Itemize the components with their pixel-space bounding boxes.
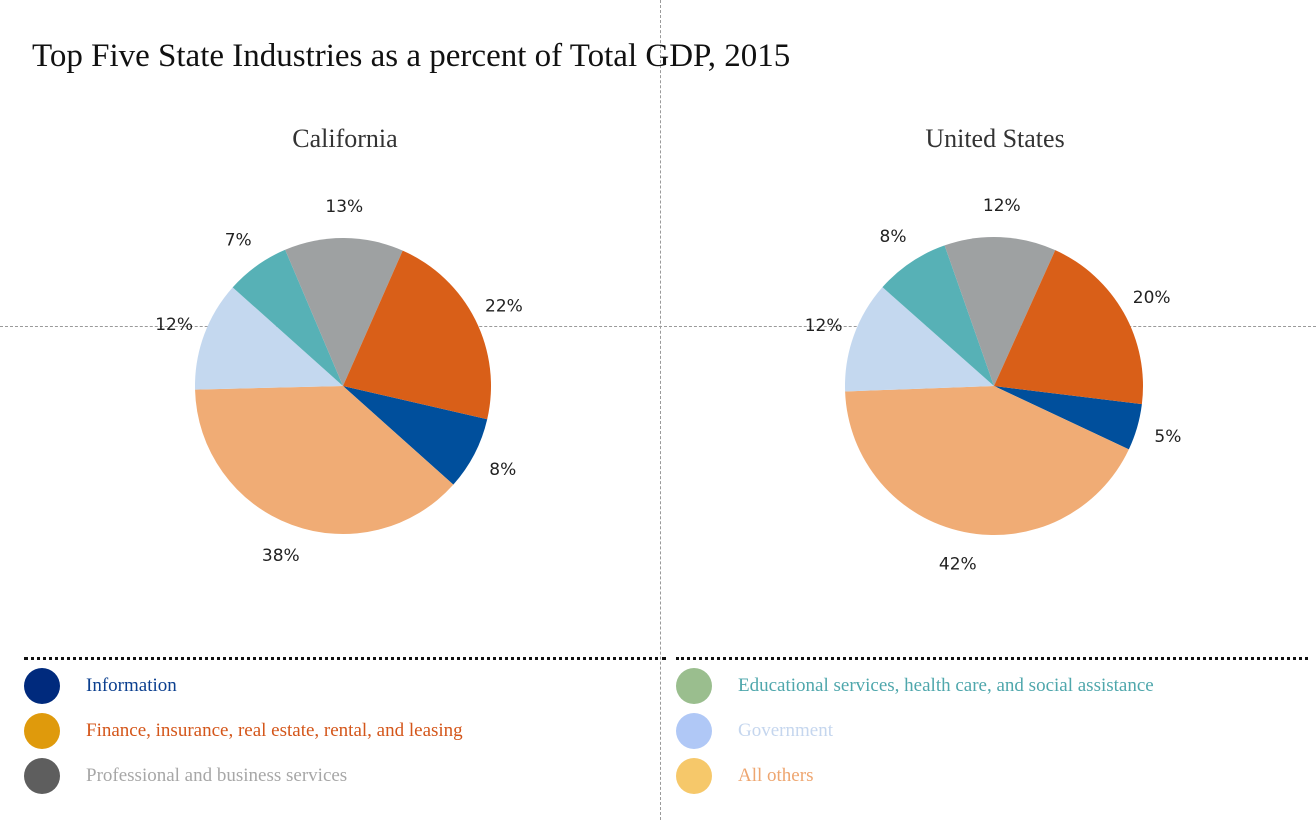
pie-slice-educational-services-health-care-and-social-assistance xyxy=(882,245,994,386)
pie-slice-finance-insurance-real-estate-rental-and-leasing xyxy=(343,250,492,420)
pie-slice-educational-services-health-care-and-social-assistance xyxy=(232,249,343,386)
legend-label-information: Information xyxy=(86,675,177,696)
pie-label-professional-and-business-services: 13% xyxy=(325,197,363,217)
legend-label-government: Government xyxy=(738,720,833,741)
pie-label-government: 12% xyxy=(155,315,193,335)
chart-title: Top Five State Industries as a percent o… xyxy=(32,38,791,74)
pie-title-united-states: United States xyxy=(925,124,1065,153)
pie-label-all-others: 42% xyxy=(939,554,977,574)
legend-dot-all-others xyxy=(676,758,712,794)
legend-item-finance[interactable]: Finance, insurance, real estate, rental,… xyxy=(24,713,463,749)
legend-label-all-others: All others xyxy=(738,765,814,786)
pie-charts: 8% 38% 12% 7% 13% 22% 5% 42% 12% 8% 12% 20% xyxy=(155,196,1182,574)
pie-label-educational-services-health-care-and-social-assistance: 8% xyxy=(880,227,907,247)
vertical-guide-line xyxy=(660,0,661,820)
pie-slice-professional-and-business-services xyxy=(285,238,403,386)
pie-label-information: 5% xyxy=(1154,427,1181,447)
legend-dot-information xyxy=(24,668,60,704)
pie-united-states: 5% 42% 12% 8% 12% 20% xyxy=(805,196,1182,574)
pie-slice-all-others xyxy=(845,386,1129,536)
pie-label-finance-insurance-real-estate-rental-and-leasing: 22% xyxy=(485,296,523,316)
legend-item-information[interactable]: Information xyxy=(24,668,177,704)
legend-item-government[interactable]: Government xyxy=(676,713,833,749)
legend-label-professional: Professional and business services xyxy=(86,765,348,786)
legend-dot-education xyxy=(676,668,712,704)
pie-title-california: California xyxy=(292,124,398,153)
legend-divider-left xyxy=(24,657,666,660)
pie-label-government: 12% xyxy=(805,316,843,336)
pie-label-all-others: 38% xyxy=(262,546,300,566)
legend-dot-government xyxy=(676,713,712,749)
pie-california: 8% 38% 12% 7% 13% 22% xyxy=(155,197,523,566)
legend-item-professional[interactable]: Professional and business services xyxy=(24,758,347,794)
pie-label-educational-services-health-care-and-social-assistance: 7% xyxy=(225,231,252,251)
legend-dot-professional xyxy=(24,758,60,794)
pie-label-professional-and-business-services: 12% xyxy=(983,196,1021,216)
pie-slice-information xyxy=(994,386,1142,450)
pie-label-information: 8% xyxy=(489,460,516,480)
legend-dot-finance xyxy=(24,713,60,749)
pie-slice-professional-and-business-services xyxy=(944,237,1056,386)
pie-slice-government xyxy=(845,287,994,392)
horizontal-guide-line xyxy=(0,326,1316,327)
pie-slice-information xyxy=(343,386,488,485)
pie-slice-all-others xyxy=(195,386,454,535)
pie-slice-finance-insurance-real-estate-rental-and-leasing xyxy=(994,250,1144,405)
legend-label-finance: Finance, insurance, real estate, rental,… xyxy=(86,720,463,741)
legend-item-all-others[interactable]: All others xyxy=(676,758,813,794)
pie-label-finance-insurance-real-estate-rental-and-leasing: 20% xyxy=(1133,288,1171,308)
legend-divider-right xyxy=(676,657,1308,660)
pie-slice-government xyxy=(194,287,343,390)
legend-item-education[interactable]: Educational services, health care, and s… xyxy=(676,668,1154,704)
legend-label-education: Educational services, health care, and s… xyxy=(738,675,1154,696)
